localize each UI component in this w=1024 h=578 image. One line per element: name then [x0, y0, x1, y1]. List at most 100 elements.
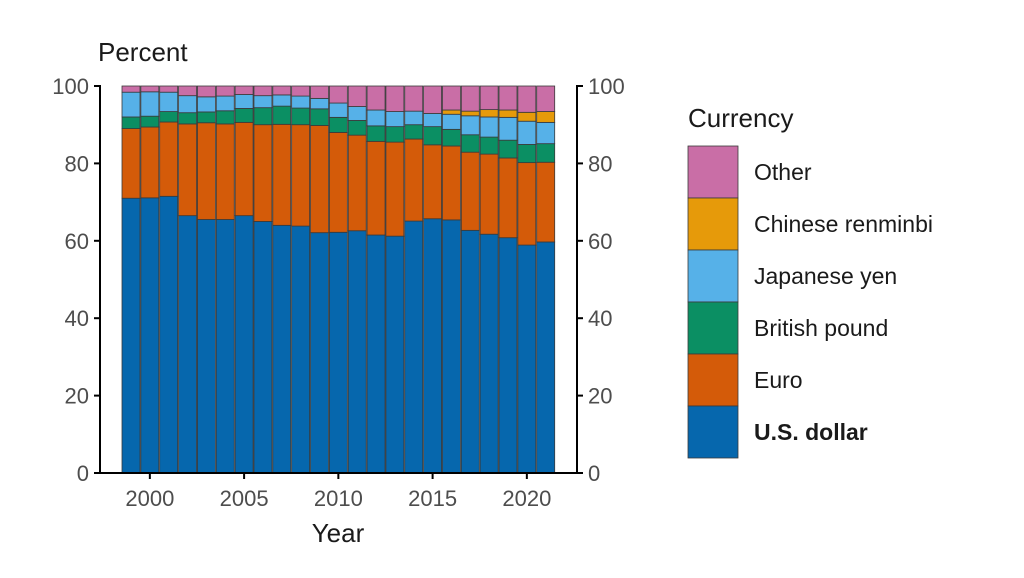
bar-segment	[253, 221, 273, 474]
bar-segment	[140, 197, 160, 474]
bar-segment	[385, 141, 405, 237]
bar-segment	[460, 110, 480, 117]
bar-segment	[423, 113, 443, 128]
bar-segment	[140, 126, 160, 199]
y-tick-label-left: 80	[65, 151, 89, 176]
y-tick-label-left: 0	[77, 461, 89, 486]
bar-segment	[517, 244, 537, 474]
bar-segment	[536, 241, 556, 474]
bar-segment	[310, 232, 329, 474]
legend: Other Chinese renminbi Japanese yen British…	[687, 145, 933, 459]
bar-segment	[460, 85, 480, 112]
bar-segment	[460, 115, 480, 136]
bar-segment	[517, 162, 537, 246]
bar-segment	[272, 123, 292, 226]
bar-segment	[404, 124, 424, 140]
bar-segment	[178, 123, 197, 217]
legend-title: Currency	[688, 103, 793, 133]
bar-segment	[347, 106, 367, 121]
bar-segment	[291, 95, 311, 109]
bar-segment	[178, 112, 197, 125]
bar-segment	[310, 97, 329, 110]
bar-segment	[253, 85, 273, 97]
bar-segment	[423, 144, 443, 220]
bar-segment	[536, 161, 556, 243]
bar-segment	[460, 134, 480, 153]
bar-segment	[423, 85, 443, 114]
bar-segment	[347, 120, 367, 136]
bar-segment	[272, 94, 292, 107]
bar-segment	[215, 219, 235, 474]
y-tick-label-left: 40	[65, 306, 89, 331]
y-tick-label-left: 100	[52, 74, 89, 99]
bar-segment	[498, 116, 518, 141]
bar-segment	[234, 121, 254, 217]
bar-segment	[385, 235, 405, 474]
bar-segment	[498, 109, 518, 118]
bar-segment	[310, 85, 329, 99]
bar-segment	[347, 85, 367, 107]
bar-segment	[196, 96, 216, 113]
bar-segment	[536, 143, 556, 163]
bar-segment	[347, 230, 367, 474]
bar-segment	[347, 134, 367, 232]
x-tick-label: 2000	[125, 486, 174, 511]
bar-segment	[291, 225, 311, 474]
bar-segment	[517, 111, 537, 122]
bar-segment	[498, 157, 518, 239]
legend-swatch	[687, 197, 739, 251]
bar-segment	[140, 115, 160, 128]
plot-area	[121, 85, 556, 474]
bar-segment	[121, 197, 141, 474]
bar-segment	[536, 121, 556, 145]
bar-segment	[479, 233, 499, 474]
bar-segment	[140, 91, 160, 117]
bar-segment	[291, 85, 311, 97]
y-tick-label-right: 100	[588, 74, 625, 99]
bar-segment	[536, 111, 556, 123]
bar-segment	[479, 136, 499, 155]
bar-segment	[215, 85, 235, 97]
bar-segment	[366, 140, 386, 236]
bar-segment	[366, 109, 386, 127]
bar-segment	[498, 139, 518, 159]
bar-segment	[272, 224, 292, 474]
bar-segment	[442, 109, 461, 115]
bar-segment	[159, 111, 179, 123]
legend-label: Other	[754, 159, 812, 185]
legend-label: Japanese yen	[754, 263, 897, 289]
bar-segment	[366, 85, 386, 111]
bar-segment	[178, 85, 197, 97]
bar-segment	[385, 126, 405, 143]
bar-segment	[234, 215, 254, 474]
bar-segment	[404, 220, 424, 474]
bar-segment	[140, 85, 160, 93]
bar-segment	[328, 116, 348, 133]
y-tick-label-right: 60	[588, 229, 612, 254]
bar-segment	[234, 85, 254, 95]
x-tick-label: 2005	[220, 486, 269, 511]
bar-segment	[498, 85, 518, 111]
bar-segment	[404, 110, 424, 126]
bar-segment	[178, 215, 197, 474]
bar-segment	[404, 138, 424, 222]
bar-segment	[234, 94, 254, 109]
bar-segment	[159, 91, 179, 112]
bar-segment	[442, 145, 461, 221]
bar-segment	[479, 85, 499, 111]
bar-segment	[272, 105, 292, 125]
bar-segment	[178, 95, 197, 114]
x-tick-label: 2020	[502, 486, 551, 511]
bar-segment	[291, 124, 311, 227]
bar-segment	[442, 85, 461, 111]
bar-segment	[310, 125, 329, 234]
bar-segment	[328, 102, 348, 118]
legend-swatch	[687, 353, 739, 407]
legend-label: British pound	[754, 315, 888, 341]
legend-swatch	[687, 249, 739, 303]
bar-segment	[310, 108, 329, 126]
bar-segment	[460, 229, 480, 474]
bar-segment	[442, 219, 461, 474]
y-tick-label-right: 40	[588, 306, 612, 331]
